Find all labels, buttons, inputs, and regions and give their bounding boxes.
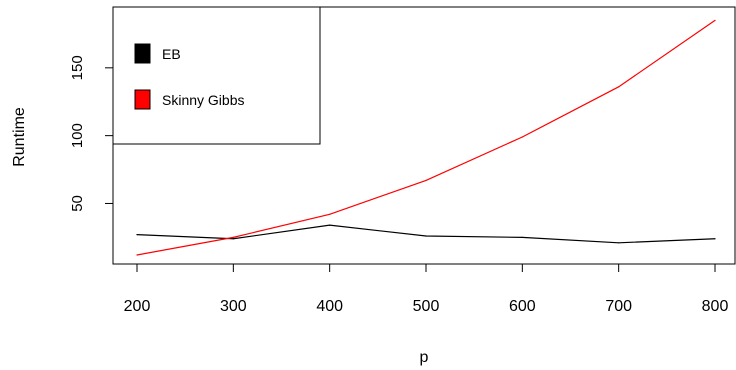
data-point-eb — [425, 235, 427, 237]
y-axis: 50 100 150 — [69, 55, 113, 212]
y-axis-label: Runtime — [11, 107, 28, 167]
legend-swatch-skinny-gibbs — [134, 89, 151, 110]
y-tick-label: 50 — [69, 195, 86, 212]
series-line-eb — [136, 224, 716, 244]
x-axis: 200 300 400 500 600 700 800 — [124, 264, 729, 315]
legend-label-skinny-gibbs: Skinny Gibbs — [162, 92, 244, 108]
x-tick-label: 800 — [702, 298, 729, 315]
data-point-eb — [329, 224, 331, 226]
y-tick-label: 100 — [69, 123, 86, 148]
x-tick-label: 700 — [605, 298, 632, 315]
legend-label-eb: EB — [162, 46, 181, 62]
x-axis-label: p — [420, 349, 429, 366]
series-lines — [136, 19, 716, 256]
legend: EB Skinny Gibbs — [112, 6, 321, 145]
data-point-skinny-gibbs — [329, 213, 331, 215]
x-tick-label: 600 — [509, 298, 536, 315]
x-tick-label: 300 — [220, 298, 247, 315]
data-point-eb — [714, 238, 716, 240]
data-point-skinny-gibbs — [521, 136, 523, 138]
data-point-skinny-gibbs — [232, 236, 234, 238]
x-tick-label: 200 — [124, 298, 151, 315]
x-tick-label: 400 — [316, 298, 343, 315]
y-tick-label: 150 — [69, 55, 86, 80]
data-point-skinny-gibbs — [618, 86, 620, 88]
data-point-eb — [232, 238, 234, 240]
data-point-skinny-gibbs — [714, 19, 716, 21]
data-point-eb — [136, 234, 138, 236]
legend-swatch-eb — [134, 43, 151, 64]
data-point-eb — [618, 242, 620, 244]
data-point-skinny-gibbs — [425, 179, 427, 182]
x-tick-label: 500 — [413, 298, 440, 315]
data-point-skinny-gibbs — [136, 254, 138, 256]
data-point-eb — [521, 236, 523, 238]
legend-box — [112, 6, 321, 145]
